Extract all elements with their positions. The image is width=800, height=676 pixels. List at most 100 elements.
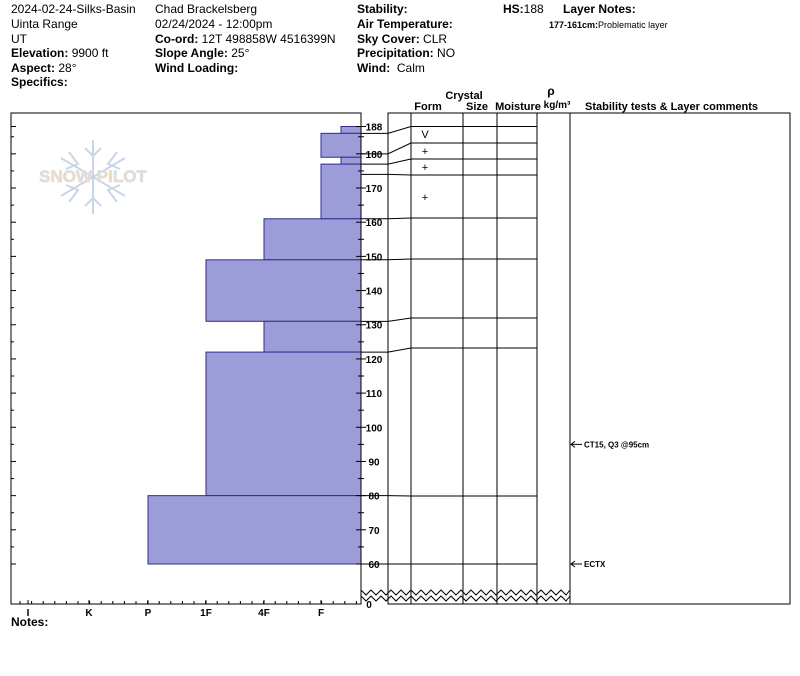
hardness-tick-label: 4F xyxy=(258,608,270,619)
hs-row: HS:188 xyxy=(503,2,544,16)
depth-tick-label: 60 xyxy=(368,560,380,571)
depth-tick-label: 80 xyxy=(368,492,380,503)
hs-label: HS: xyxy=(503,2,524,16)
sky-value: CLR xyxy=(423,32,448,46)
elevation-row: Elevation: 9900 ft xyxy=(11,46,108,60)
depth-tick-label: 188 xyxy=(366,123,383,134)
aspect-row: Aspect: 28° xyxy=(11,61,77,75)
grain-form-symbol: V xyxy=(421,129,429,141)
grain-form-symbol: + xyxy=(422,192,428,204)
moisture-header: Moisture xyxy=(495,101,541,113)
coord-row: Co-ord: 12T 498858W 4516399N xyxy=(155,32,336,46)
slope-row: Slope Angle: 25° xyxy=(155,46,249,60)
grain-form-symbol: + xyxy=(422,162,428,174)
form-header: Form xyxy=(414,101,442,113)
hardness-bar xyxy=(263,218,362,261)
layer-note-text: Problematic layer xyxy=(598,20,668,30)
depth-tick-label: 180 xyxy=(366,150,383,161)
wind-row: Wind: Calm xyxy=(357,61,425,75)
layer-connector xyxy=(361,217,412,220)
hs-value: 188 xyxy=(523,2,544,16)
stability-test-label: CT15, Q3 @95cm xyxy=(584,440,649,449)
layer-note-range: 177-161cm: xyxy=(549,20,599,30)
hardness-tick-label: I xyxy=(27,608,30,619)
depth-tick-label: 100 xyxy=(366,423,383,434)
state-name: UT xyxy=(11,32,27,46)
depth-axis: 60 70 80 90 100 110 120 130 140 150 160 170 180 188 xyxy=(11,123,383,571)
sky-row: Sky Cover: CLR xyxy=(357,32,447,46)
depth-tick-label: 170 xyxy=(366,184,383,195)
layer-connector xyxy=(361,317,412,322)
stability-comments-header: Stability tests & Layer comments xyxy=(585,101,758,113)
hardness-axis: I K P 1F 4F F xyxy=(19,600,357,619)
elevation-value: 9900 ft xyxy=(71,46,109,60)
air-temp-label: Air Temperature: xyxy=(357,17,453,31)
depth-tick-label: 150 xyxy=(366,252,383,263)
elevation-label: Elevation: xyxy=(11,46,69,60)
wind-loading-label: Wind Loading: xyxy=(155,61,239,75)
hardness-bar xyxy=(320,163,362,220)
wind-value: Calm xyxy=(396,61,425,75)
aspect-label: Aspect: xyxy=(11,61,56,75)
hardness-tick-label: K xyxy=(85,608,93,619)
stability-test-arrowhead xyxy=(570,440,576,448)
comments-frame xyxy=(569,112,791,605)
grain-form-symbol: + xyxy=(422,146,428,158)
hardness-bar xyxy=(320,132,362,158)
observation-datetime: 02/24/2024 - 12:00pm xyxy=(155,17,273,31)
stability-test-markers: CT15, Q3 @95cm ECTX xyxy=(570,440,649,569)
axis-break-label: 0 xyxy=(366,600,372,611)
sky-label: Sky Cover: xyxy=(357,32,420,46)
observer-name: Chad Brackelsberg xyxy=(155,2,258,16)
depth-tick-label: 160 xyxy=(366,218,383,229)
coord-value: 12T 498858W 4516399N xyxy=(201,32,336,46)
hardness-bar xyxy=(205,259,362,322)
range-name: Uinta Range xyxy=(11,17,78,31)
logo-text: SNOW PILOT xyxy=(39,167,147,186)
crystal-header: Crystal xyxy=(445,90,482,102)
specifics-label: Specifics: xyxy=(11,75,68,89)
layer-connector xyxy=(361,126,412,134)
depth-tick-label: 120 xyxy=(366,355,383,366)
wind-label: Wind: xyxy=(357,61,391,75)
hardness-tick-label: 1F xyxy=(200,608,212,619)
snowflake-icon xyxy=(60,140,126,214)
layer-connector xyxy=(361,173,412,176)
layer-connector xyxy=(361,258,412,261)
slope-value: 25° xyxy=(231,46,250,60)
slope-label: Slope Angle: xyxy=(155,46,228,60)
layer-note-row: 177-161cm:Problematic layer xyxy=(549,18,668,32)
hardness-bar xyxy=(205,351,362,497)
hardness-tick-label: P xyxy=(145,608,152,619)
density-unit-header: kg/m³ xyxy=(544,100,571,111)
hardness-bars xyxy=(147,126,362,565)
hardness-tick-label: F xyxy=(318,608,324,619)
pit-name: 2024-02-24-Silks-Basin xyxy=(11,2,136,16)
axis-break-zigzag-top xyxy=(360,589,571,596)
notes-label: Notes: xyxy=(11,615,49,629)
layer-connector xyxy=(361,158,412,165)
depth-tick-label: 140 xyxy=(366,287,383,298)
size-header: Size xyxy=(466,101,488,113)
hardness-bar xyxy=(340,156,362,165)
stability-test-label: ECTX xyxy=(584,560,606,569)
layer-connector xyxy=(361,347,412,353)
precip-row: Precipitation: NO xyxy=(357,46,455,60)
depth-tick-label: 130 xyxy=(366,321,383,332)
hardness-bar xyxy=(147,495,362,565)
depth-tick-label: 110 xyxy=(366,389,383,400)
rho-header: ρ xyxy=(547,84,554,98)
depth-tick-label: 70 xyxy=(368,526,380,537)
hardness-bar xyxy=(263,320,362,353)
aspect-value: 28° xyxy=(58,61,77,75)
stability-label: Stability: xyxy=(357,2,408,16)
layer-notes-label: Layer Notes: xyxy=(563,2,636,16)
hardness-bar xyxy=(340,126,362,134)
layer-table-frame xyxy=(387,112,571,605)
snowpilot-logo: SNOW PILOT xyxy=(39,140,148,214)
axis-break-zigzag-bottom xyxy=(360,595,571,602)
layer-rows: V + + + xyxy=(361,126,537,565)
coord-label: Co-ord: xyxy=(155,32,199,46)
depth-tick-label: 90 xyxy=(368,457,380,468)
